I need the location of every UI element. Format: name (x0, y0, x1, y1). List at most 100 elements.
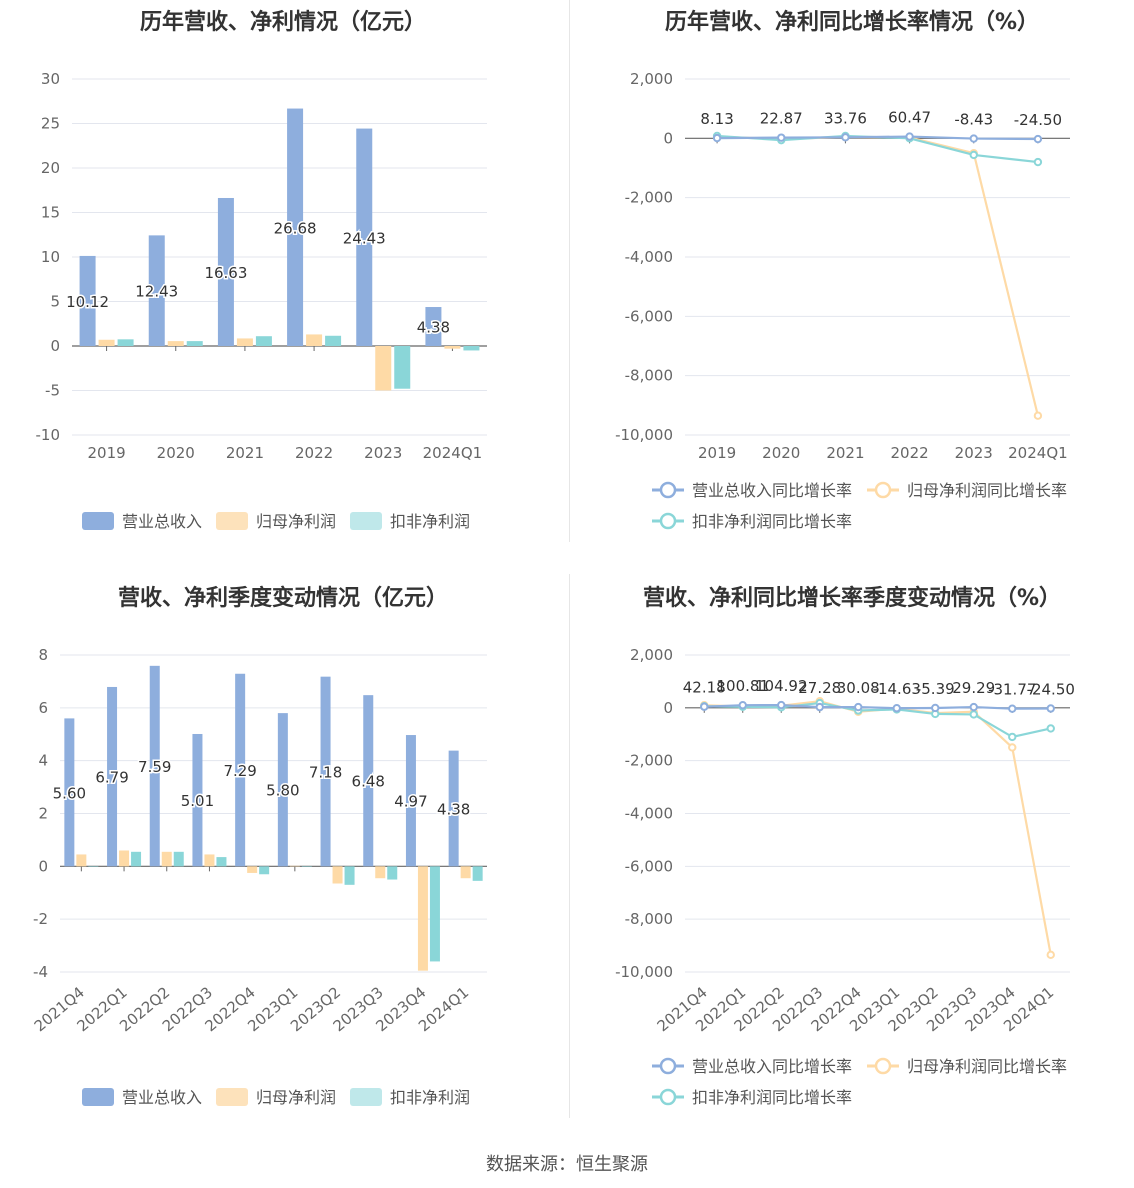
revenue-growth-line (717, 135, 1038, 141)
bar-revenue (192, 733, 203, 867)
bar-revenue (363, 695, 374, 867)
data-value-label: -31.77 (988, 681, 1036, 699)
bar-deducted-profit (344, 866, 355, 885)
legend-swatch (350, 1088, 382, 1106)
bar-value-label: 7.18 (309, 763, 342, 781)
legend-swatch-marker (874, 481, 892, 499)
y-tick-label: -2 (33, 910, 48, 928)
bar-net-profit (247, 866, 258, 873)
y-tick-label: 5 (50, 293, 60, 311)
bar-net-profit (444, 346, 461, 349)
bar-net-profit (98, 339, 115, 346)
legend-swatch-marker (874, 1057, 892, 1075)
bar-value-label: 4.38 (417, 319, 450, 337)
data-value-label: -24.50 (1027, 680, 1075, 698)
bar-deducted-profit (216, 857, 227, 867)
net-profit-growth-point (1033, 411, 1043, 420)
legend-label: 归母净利润 (256, 1088, 336, 1107)
legend-label: 扣非净利润同比增长率 (692, 512, 852, 531)
bar-value-label: 7.29 (223, 762, 256, 780)
bar-revenue (64, 718, 75, 867)
y-tick-label: 8 (38, 646, 48, 664)
bar-value-label: 6.48 (352, 773, 385, 791)
data-value-label: 100.81 (717, 677, 770, 695)
data-value-label: -24.50 (1014, 111, 1062, 129)
bar-net-profit (76, 854, 87, 867)
y-tick-label: 15 (41, 204, 60, 222)
legend-label: 扣非净利润同比增长率 (692, 1088, 852, 1107)
y-tick-label: -4,000 (625, 248, 673, 266)
x-tick-label: 2020 (762, 444, 800, 462)
bar-value-label: 24.43 (343, 229, 386, 247)
bar-value-label: 16.63 (204, 264, 247, 282)
x-tick-label: 2022 (890, 444, 928, 462)
bar-revenue (107, 686, 118, 867)
bar-revenue (405, 735, 416, 867)
y-tick-label: 2 (38, 805, 48, 823)
net-profit-growth-point (1008, 743, 1017, 752)
panel-annual-amount: 历年营收、净利情况（亿元） 30 25 20 15 10 5 0 -5 -10 2019 10.12… (0, 0, 566, 550)
chart-title: 营收、净利同比增长率季度变动情况（%） (642, 586, 1062, 611)
bar-revenue (149, 665, 160, 867)
chart-title: 营收、净利季度变动情况（亿元） (117, 586, 448, 611)
y-tick-label: 10 (41, 248, 60, 266)
bar-net-profit (167, 341, 184, 346)
revenue-growth-line (704, 703, 1051, 710)
y-tick-label: -8,000 (625, 910, 673, 928)
bar-deducted-profit (131, 851, 142, 867)
revenue-growth-point (892, 704, 901, 713)
revenue-growth-point (738, 700, 747, 710)
y-tick-label: 2,000 (630, 70, 673, 88)
legend-label: 营业总收入 (122, 1088, 202, 1107)
legend-swatch (216, 512, 248, 530)
bar-value-label: 5.01 (181, 792, 214, 810)
revenue-growth-point (969, 702, 978, 712)
panel-annual-growth: 历年营收、净利同比增长率情况（%） 2,000 0 -2,000 -4,000 -6,0… (570, 0, 1134, 550)
data-source-note: 数据来源：恒生聚源 (486, 1154, 648, 1175)
bar-net-profit (119, 850, 130, 867)
data-value-label: 22.87 (760, 110, 803, 128)
data-value-label: 8.13 (700, 110, 733, 128)
deducted-profit-growth-line (704, 701, 1051, 739)
bar-net-profit (236, 338, 253, 346)
bar-deducted-profit (325, 335, 342, 346)
bar-value-label: 4.97 (394, 793, 427, 811)
y-tick-label: 0 (50, 337, 60, 355)
data-value-label: 104.92 (755, 677, 808, 695)
legend-label: 营业总收入同比增长率 (692, 1057, 852, 1076)
bar-deducted-profit (117, 339, 134, 346)
bar-net-profit (289, 865, 300, 867)
y-tick-label: -4 (33, 963, 48, 981)
vertical-divider-top (569, 0, 570, 542)
annual-growth-chart: 2,000 0 -2,000 -4,000 -6,000 -8,000 -10,000 201… (615, 70, 1070, 531)
bar-value-label: 7.59 (138, 758, 171, 776)
deducted-profit-growth-line (717, 134, 1039, 164)
y-tick-label: 0 (38, 857, 48, 875)
y-tick-label: -2,000 (625, 189, 673, 207)
vertical-divider-bottom (569, 574, 570, 1118)
y-tick-label: 2,000 (630, 646, 673, 664)
legend-swatch-marker (659, 1057, 677, 1075)
data-value-label: -14.63 (873, 680, 921, 698)
bar-revenue (287, 108, 304, 346)
legend-label: 营业总收入 (122, 512, 202, 531)
deducted-profit-growth-point (969, 710, 978, 719)
y-tick-label: 20 (41, 159, 60, 177)
revenue-growth-point (777, 133, 786, 142)
data-value-label: 33.76 (824, 109, 867, 127)
bar-revenue (79, 255, 96, 346)
legend-swatch-marker (659, 481, 677, 499)
bar-deducted-profit (173, 851, 184, 867)
legend-label: 归母净利润同比增长率 (907, 481, 1067, 500)
x-tick-label: 2021 (226, 444, 264, 462)
bar-value-label: 26.68 (274, 219, 317, 237)
bar-deducted-profit (259, 866, 270, 875)
bar-revenue (235, 673, 246, 867)
revenue-growth-point (1046, 704, 1055, 713)
bar-deducted-profit (429, 866, 440, 962)
legend-swatch (350, 512, 382, 530)
legend-label: 扣非净利润 (390, 512, 470, 531)
bar-value-label: 6.79 (95, 769, 128, 787)
legend-swatch (82, 512, 114, 530)
bar-value-label: 12.43 (135, 283, 178, 301)
